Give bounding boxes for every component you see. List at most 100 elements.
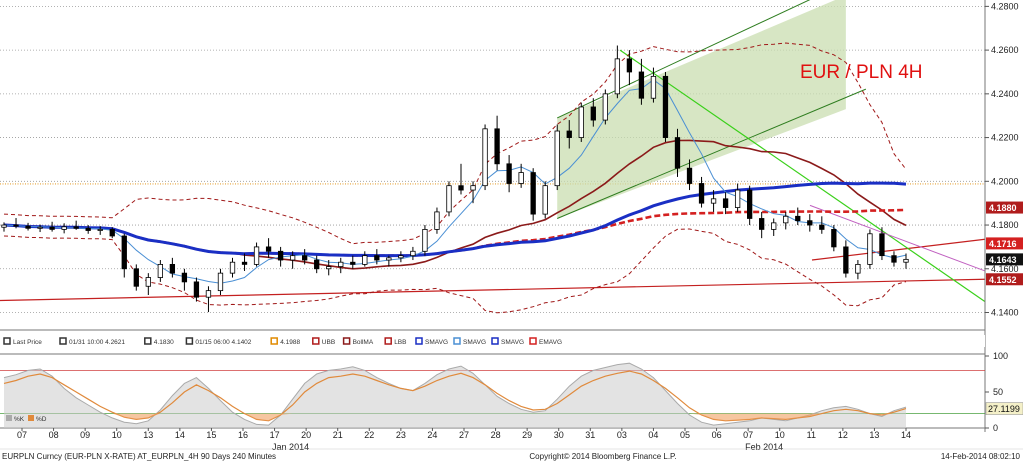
pct-k-area: [4, 363, 906, 428]
legend: Last Price 01/31 10:00 4.2621 4.1830 01/15 …: [0, 335, 985, 347]
x-tick-label: 10: [112, 430, 122, 440]
time-axis: 07 08 09 10 13 14 15 16 17 20 21 22 23 24 27 28 29 30 31 03…: [17, 428, 911, 452]
sub-legend-label: %D: [36, 416, 47, 423]
legend-swatch: [453, 337, 461, 345]
candle-body: [590, 106, 596, 121]
stochastic-panel: 100 50 0 %K %D 27.1199: [0, 351, 1023, 433]
candle-body: [25, 225, 31, 229]
sma-long: [3, 181, 907, 258]
candle-body: [241, 261, 248, 265]
legend-label: SMAVG: [425, 339, 448, 346]
candle-body: [49, 226, 55, 230]
candle-body: [229, 261, 236, 274]
candle-body: [434, 211, 440, 230]
x-tick-label: 03: [617, 430, 627, 440]
candle-body: [578, 106, 584, 138]
x-tick-label: 15: [206, 430, 216, 440]
x-tick-label: 09: [80, 430, 90, 440]
x-tick-label: 12: [838, 430, 848, 440]
x-tick-label: 10: [775, 430, 785, 440]
candle-body: [181, 272, 188, 283]
legend-label: LBB: [394, 339, 406, 346]
y-tick-label: 4.2600: [991, 45, 1019, 55]
candle-body: [747, 189, 753, 219]
x-tick-label: 11: [807, 430, 816, 440]
candle-body: [554, 130, 560, 187]
x-tick-label: 13: [869, 430, 879, 440]
candle-body: [302, 255, 308, 261]
price-tag-value: 4.1552: [989, 275, 1017, 285]
legend-swatch: [415, 337, 423, 345]
candle-body: [386, 257, 392, 261]
candlesticks: [1, 45, 909, 313]
legend-swatch: [312, 337, 320, 345]
candle-body: [1, 224, 7, 228]
candle-body: [662, 75, 669, 138]
x-tick-label: 27: [459, 430, 469, 440]
candle-body: [73, 226, 79, 229]
bollinger-bands: [3, 42, 907, 314]
x-tick-label: 14: [901, 430, 911, 440]
y-tick-label: 4.2200: [991, 133, 1019, 143]
x-tick-label: 06: [712, 430, 722, 440]
channel-upper-edge: [557, 0, 811, 119]
y-tick-label: 4.2000: [991, 176, 1019, 186]
price-tag-value: 4.1880: [989, 203, 1017, 213]
candle-body: [121, 235, 127, 270]
candle-body: [37, 226, 43, 229]
x-tick-label: 30: [554, 430, 564, 440]
legend-label: SMAVG: [501, 339, 524, 346]
candle-body: [338, 261, 344, 267]
x-tick-label: 29: [522, 430, 532, 440]
legend-label: 4.1988: [280, 339, 300, 346]
stoch-last-value: 27.1199: [988, 404, 1020, 414]
candle-body: [61, 226, 67, 230]
price-tag-box: [986, 253, 1023, 266]
candle-body: [783, 215, 789, 224]
candle-body: [374, 255, 380, 261]
candle-body: [855, 263, 861, 274]
chart-title: EUR / PLN 4H: [800, 62, 922, 83]
x-tick-label: 16: [238, 430, 248, 440]
candle-body: [157, 263, 163, 278]
candle-body: [169, 263, 176, 274]
candle-body: [277, 250, 284, 261]
candle-body: [710, 198, 717, 204]
month-label: Jan 2014: [272, 442, 309, 452]
price-grid: [0, 5, 985, 331]
price-tag-value: 4.1643: [989, 255, 1017, 265]
candle-body: [253, 246, 260, 265]
candle-body: [903, 258, 909, 263]
candle-body: [398, 255, 404, 259]
y-tick-label: 4.1600: [991, 264, 1019, 274]
candle-body: [85, 227, 91, 231]
sub-tick-label: 0: [993, 423, 998, 433]
lower-bollinger-band: [3, 228, 907, 314]
legend-label: 4.1830: [154, 339, 174, 346]
candle-body: [518, 172, 524, 184]
upper-bollinger-band: [3, 42, 907, 245]
legend-label: Last Price: [13, 339, 42, 346]
price-tag-box: [986, 273, 1023, 286]
candle-body: [530, 172, 536, 215]
candle-body: [843, 246, 849, 274]
x-tick-label: 13: [143, 430, 153, 440]
trendlines: [0, 49, 986, 303]
legend-swatch: [270, 337, 278, 345]
support-trendline: [0, 278, 986, 302]
candle-body: [891, 255, 897, 263]
x-tick-label: 14: [175, 430, 185, 440]
x-tick-label: 17: [270, 430, 280, 440]
legend-label: EMAVG: [539, 339, 562, 346]
candle-body: [193, 281, 200, 298]
x-tick-label: 22: [364, 430, 374, 440]
candle-body: [650, 75, 657, 99]
candle-body: [217, 272, 224, 292]
green-down-trendline: [619, 49, 986, 303]
x-tick-label: 08: [49, 430, 59, 440]
candle-body: [350, 261, 356, 265]
candle-body: [722, 198, 729, 208]
candle-body: [97, 229, 103, 231]
candle-body: [145, 277, 151, 287]
